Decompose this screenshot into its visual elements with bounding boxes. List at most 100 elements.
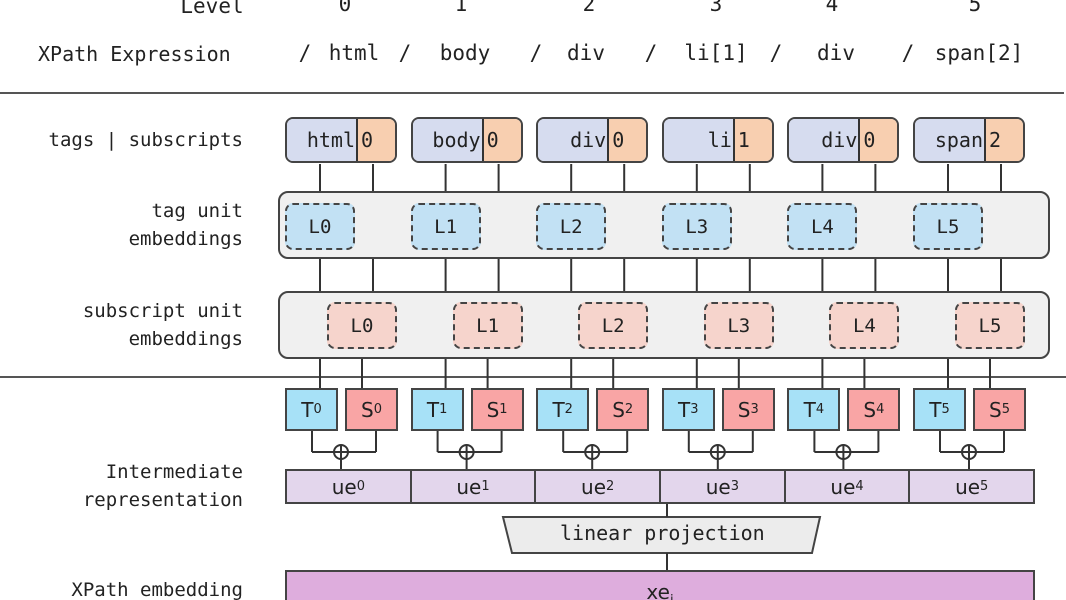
- subscript-value: 0: [358, 119, 395, 161]
- s-index: 1: [499, 402, 508, 417]
- ue-cell: ue 2: [536, 471, 662, 502]
- subscript-unit-embedding: L4: [829, 302, 900, 349]
- tag-subscript-box: div 0: [536, 117, 649, 163]
- subscript-unit-label: subscript unit embeddings: [83, 297, 243, 353]
- level-number: 1: [454, 0, 468, 16]
- subscript-value: 0: [860, 119, 898, 161]
- s-label: S: [486, 397, 500, 422]
- t-index: 2: [564, 402, 573, 417]
- tag-unit-embedding: L1: [410, 203, 481, 250]
- level-number: 0: [338, 0, 352, 16]
- label-line: embeddings: [128, 228, 243, 250]
- xpath-separator: /: [529, 41, 543, 65]
- xpath-step: div: [567, 41, 605, 65]
- s-label: S: [612, 397, 625, 422]
- ue-cell: ue 5: [910, 471, 1033, 502]
- subscript-unit-embedding: L1: [452, 302, 523, 349]
- level-number: 3: [709, 0, 723, 16]
- tag-name: li: [663, 119, 735, 161]
- tags-subscripts-label: tags | subscripts: [48, 129, 243, 151]
- label-line: Intermediate: [105, 461, 243, 483]
- label-line: embeddings: [128, 328, 243, 350]
- ue-label: ue: [581, 474, 607, 499]
- s-label: S: [863, 397, 877, 422]
- ue-cell: ue 4: [786, 471, 911, 502]
- ue-label: ue: [456, 474, 482, 499]
- s-index: 0: [373, 402, 382, 417]
- ue-index: 0: [356, 479, 365, 494]
- t-index: 5: [941, 402, 950, 417]
- t-label: T: [426, 397, 440, 422]
- linear-projection-label: linear projection: [560, 521, 765, 545]
- tag-subscript-box: body 0: [410, 117, 523, 163]
- xpath-step: span[2]: [934, 41, 1024, 65]
- tag-unit-embedding: L5: [913, 203, 983, 250]
- tag-subscript-box: li 1: [661, 117, 774, 163]
- xpath-embedding-label: XPath embedding: [71, 579, 243, 600]
- ue-label: ue: [705, 474, 731, 499]
- tag-unit-embedding: L0: [285, 203, 355, 250]
- tag-unit-embedding: L3: [661, 203, 732, 250]
- ue-cell: ue 1: [412, 471, 537, 502]
- tag-name: span: [915, 119, 986, 161]
- ue-label: ue: [955, 474, 981, 499]
- subscript-value: 1: [734, 119, 772, 161]
- intermediate-label: Intermediate representation: [83, 458, 243, 514]
- xpath-separator: /: [769, 41, 783, 65]
- level-number: 2: [582, 0, 596, 16]
- ue-cell: ue 3: [661, 471, 786, 502]
- tag-subscript-box: span 2: [913, 117, 1025, 163]
- s-label: S: [361, 397, 374, 422]
- tag-subscript-box: div 0: [787, 117, 900, 163]
- xpath-embedding-bar: xei: [285, 570, 1035, 600]
- s-index: 5: [1001, 402, 1010, 417]
- tag-name: html: [287, 119, 358, 161]
- label-line: subscript unit: [82, 300, 243, 322]
- xpath-step: li[1]: [684, 41, 748, 65]
- ue-index: 5: [980, 479, 989, 494]
- t-label: T: [301, 397, 314, 422]
- xpath-step: html: [328, 41, 380, 65]
- level-number: 5: [968, 0, 982, 16]
- tag-name: div: [538, 119, 610, 161]
- t-label: T: [552, 397, 565, 422]
- label-line: tag unit: [151, 200, 243, 222]
- t-index: 0: [313, 402, 322, 417]
- xe-subscript: i: [670, 593, 674, 600]
- tag-subscript-box: html 0: [285, 117, 397, 163]
- linear-projection-shape: [501, 516, 822, 554]
- label-line: representation: [82, 489, 243, 511]
- tag-name: body: [412, 119, 484, 161]
- tag-name: div: [789, 119, 861, 161]
- t-label: T: [803, 397, 816, 422]
- xe-text: xe: [646, 580, 670, 600]
- tag-unit-embedding: L4: [787, 203, 858, 250]
- ue-label: ue: [830, 474, 856, 499]
- xpath-separator: /: [298, 41, 312, 65]
- s-label: S: [989, 397, 1002, 422]
- ue-index: 1: [481, 479, 490, 494]
- xpath-step: div: [817, 41, 855, 65]
- subscript-unit-embedding: L0: [327, 302, 397, 349]
- s-index: 4: [876, 402, 885, 417]
- s-index: 2: [624, 402, 634, 417]
- s-index: 3: [750, 402, 759, 417]
- xpath-separator: /: [644, 41, 658, 65]
- level-number: 4: [825, 0, 839, 16]
- t-label: T: [678, 397, 691, 422]
- tag-unit-embedding: L2: [536, 203, 607, 250]
- subscript-unit-container: [278, 291, 1050, 359]
- xpath-separator: /: [901, 41, 915, 65]
